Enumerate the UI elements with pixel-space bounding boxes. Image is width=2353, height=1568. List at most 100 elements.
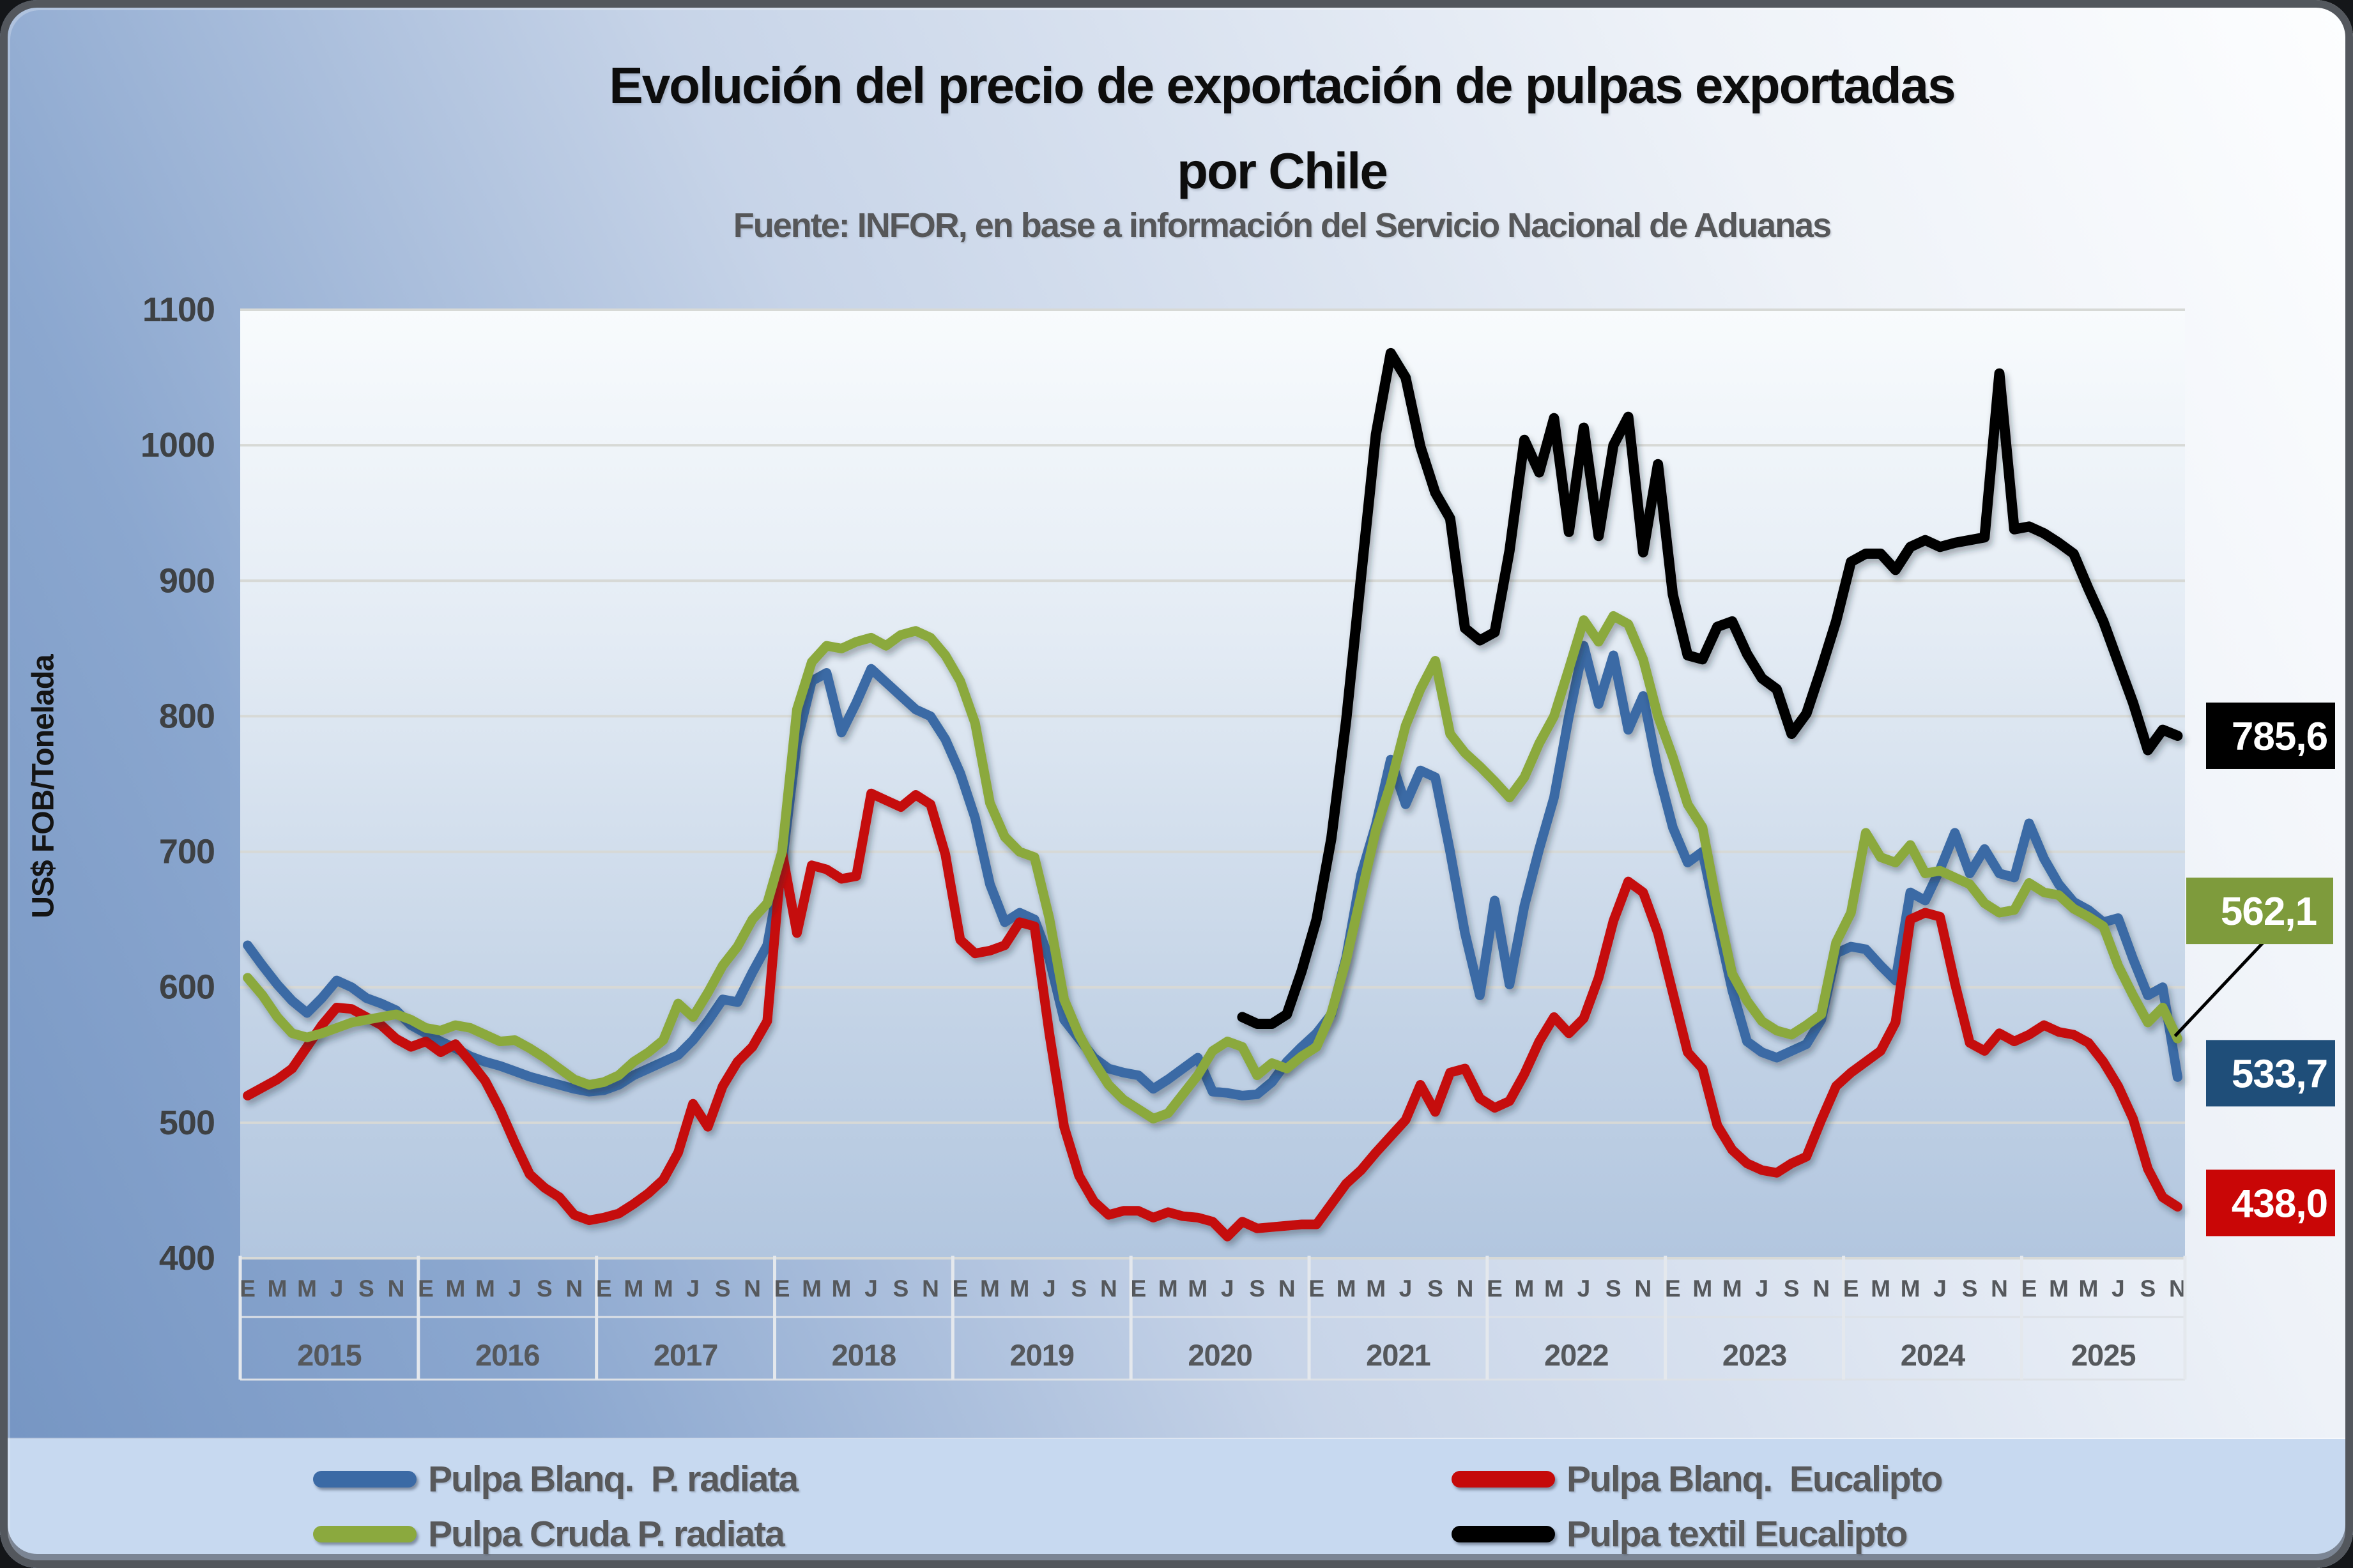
month-tick-2017-2: M <box>654 1275 673 1302</box>
legend-swatch-blue <box>313 1471 417 1488</box>
legend: Pulpa Blanq. P. radiata Pulpa Cruda P. r… <box>0 1439 2353 1568</box>
month-tick-2016-3: J <box>509 1275 522 1302</box>
month-tick-2016-4: S <box>537 1275 553 1302</box>
year-label-2024: 2024 <box>1901 1338 1965 1372</box>
month-tick-2018-3: J <box>864 1275 878 1302</box>
year-label-2021: 2021 <box>1366 1338 1430 1372</box>
month-tick-2020-3: J <box>1221 1275 1234 1302</box>
legend-label: Pulpa Blanq. Eucalipto <box>1567 1459 1943 1500</box>
month-tick-2020-2: M <box>1188 1275 1207 1302</box>
month-tick-2023-0: E <box>1665 1275 1681 1302</box>
month-tick-2025-3: J <box>2112 1275 2125 1302</box>
y-tick-label-900: 900 <box>159 561 215 600</box>
data-label-box-3 <box>2206 1040 2335 1107</box>
series-line-4 <box>1237 347 2183 1029</box>
data-label-leader-line <box>2173 941 2264 1037</box>
month-tick-2018-4: S <box>893 1275 909 1302</box>
year-label-2018: 2018 <box>832 1338 896 1372</box>
data-label-value-1: 785,6 <box>2232 715 2327 759</box>
legend-swatch-black <box>1452 1526 1555 1542</box>
month-tick-2023-5: N <box>1813 1275 1830 1302</box>
month-tick-2023-3: J <box>1755 1275 1768 1302</box>
y-tick-label-1100: 1100 <box>142 291 215 329</box>
month-tick-2025-5: N <box>2169 1275 2186 1302</box>
month-tick-2018-2: M <box>832 1275 852 1302</box>
month-tick-2022-4: S <box>1606 1275 1621 1302</box>
month-tick-2019-1: M <box>980 1275 1000 1302</box>
month-tick-2023-4: S <box>1784 1275 1800 1302</box>
month-tick-2016-1: M <box>446 1275 466 1302</box>
month-tick-2015-2: M <box>297 1275 317 1302</box>
year-label-2023: 2023 <box>1722 1338 1787 1372</box>
plot-area-background <box>240 310 2185 1258</box>
data-label-box-2 <box>2186 878 2333 945</box>
month-tick-2018-5: N <box>922 1275 939 1302</box>
y-tick-label-800: 800 <box>159 697 215 735</box>
month-tick-2020-0: E <box>1130 1275 1146 1302</box>
month-tick-2019-0: E <box>953 1275 969 1302</box>
month-tick-2015-0: E <box>240 1275 256 1302</box>
legend-swatch-red <box>1452 1471 1555 1488</box>
month-tick-2021-3: J <box>1399 1275 1413 1302</box>
chart-title-line2: por Chile <box>1177 142 1388 199</box>
y-tick-label-500: 500 <box>159 1104 215 1142</box>
month-tick-2021-0: E <box>1308 1275 1324 1302</box>
month-tick-2025-0: E <box>2021 1275 2037 1302</box>
month-tick-2017-5: N <box>744 1275 761 1302</box>
month-tick-2024-1: M <box>1871 1275 1890 1302</box>
month-tick-2020-1: M <box>1158 1275 1178 1302</box>
data-label-box-4 <box>2206 1169 2335 1237</box>
month-tick-2025-2: M <box>2079 1275 2099 1302</box>
month-tick-2022-1: M <box>1515 1275 1535 1302</box>
year-label-2025: 2025 <box>2071 1338 2136 1372</box>
month-tick-2021-2: M <box>1366 1275 1386 1302</box>
month-tick-2024-4: S <box>1962 1275 1978 1302</box>
month-tick-2022-5: N <box>1634 1275 1652 1302</box>
series-line-1 <box>243 641 2182 1100</box>
month-tick-2022-3: J <box>1577 1275 1591 1302</box>
month-tick-2017-4: S <box>715 1275 731 1302</box>
month-tick-2022-0: E <box>1487 1275 1503 1302</box>
month-tick-2025-1: M <box>2049 1275 2069 1302</box>
data-label-box-1 <box>2206 702 2335 769</box>
month-tick-2017-1: M <box>624 1275 643 1302</box>
year-label-2016: 2016 <box>475 1338 540 1372</box>
month-tick-2019-3: J <box>1043 1275 1056 1302</box>
year-label-2020: 2020 <box>1188 1338 1252 1372</box>
month-tick-2016-5: N <box>565 1275 583 1302</box>
month-tick-2023-1: M <box>1692 1275 1712 1302</box>
data-label-value-2: 562,1 <box>2221 890 2317 934</box>
month-tick-2024-3: J <box>1933 1275 1947 1302</box>
month-tick-2016-2: M <box>475 1275 495 1302</box>
month-tick-2019-2: M <box>1010 1275 1030 1302</box>
month-tick-2024-0: E <box>1843 1275 1859 1302</box>
series-line-3 <box>243 611 2182 1123</box>
chart-title-line1: Evolución del precio de exportación de p… <box>609 57 1956 114</box>
month-tick-2025-4: S <box>2140 1275 2156 1302</box>
month-tick-2021-5: N <box>1457 1275 1474 1302</box>
year-label-2022: 2022 <box>1544 1338 1609 1372</box>
series-line-2 <box>243 788 2182 1242</box>
month-tick-2021-4: S <box>1427 1275 1443 1302</box>
y-tick-label-700: 700 <box>159 833 215 871</box>
year-label-2017: 2017 <box>654 1338 718 1372</box>
month-tick-2015-5: N <box>388 1275 405 1302</box>
month-tick-2019-4: S <box>1071 1275 1087 1302</box>
month-tick-2018-0: E <box>774 1275 790 1302</box>
y-tick-label-400: 400 <box>159 1239 215 1277</box>
legend-label: Pulpa Cruda P. radiata <box>428 1514 785 1555</box>
legend-label: Pulpa Blanq. P. radiata <box>428 1459 799 1500</box>
y-tick-label-1000: 1000 <box>141 426 215 464</box>
month-tick-2018-1: M <box>802 1275 822 1302</box>
month-tick-2020-5: N <box>1278 1275 1296 1302</box>
month-tick-2022-2: M <box>1544 1275 1564 1302</box>
month-tick-2015-1: M <box>268 1275 287 1302</box>
chart-subtitle: Fuente: INFOR, en base a información del… <box>733 206 1832 245</box>
month-tick-2017-3: J <box>686 1275 700 1302</box>
month-tick-2019-5: N <box>1100 1275 1117 1302</box>
month-tick-2024-2: M <box>1901 1275 1920 1302</box>
data-label-value-3: 533,7 <box>2232 1052 2327 1096</box>
month-tick-2015-4: S <box>358 1275 374 1302</box>
